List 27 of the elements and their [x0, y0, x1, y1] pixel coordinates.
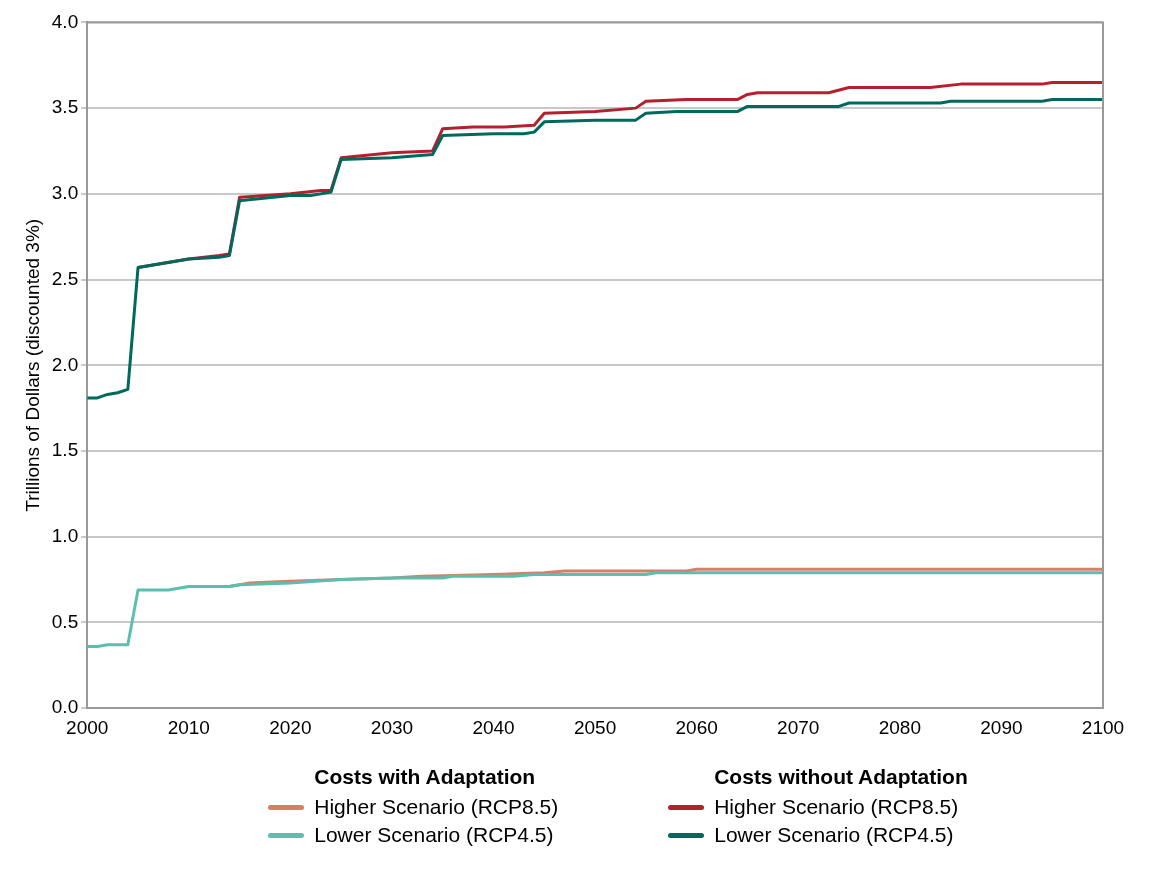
x-tick-label: 2100 [1081, 716, 1125, 738]
x-tick-label: 2010 [167, 716, 210, 738]
x-tick-label: 2070 [777, 716, 820, 738]
y-tick-label: 2.0 [51, 353, 79, 375]
x-tick-label: 2090 [980, 716, 1023, 738]
y-tick-label: 4.0 [51, 10, 79, 32]
y-axis-title: Trillions of Dollars (discounted 3%) [21, 218, 43, 512]
x-tick-label: 2000 [66, 716, 109, 738]
text: Costs with Adaptation [314, 765, 536, 788]
x-tick-label: 2060 [675, 716, 718, 738]
x-tick-label: 2040 [472, 716, 515, 738]
legend-label: Higher Scenario (RCP8.5) [314, 795, 559, 819]
y-tick-label: 0.0 [51, 696, 79, 718]
legend-label: Lower Scenario (RCP4.5) [714, 823, 954, 847]
y-tick-label: 2.5 [51, 267, 79, 289]
x-tick-label: 2080 [878, 716, 921, 738]
y-tick-label: 3.5 [51, 96, 79, 118]
x-tick-label: 2050 [573, 716, 617, 738]
y-tick-label: 1.0 [51, 524, 79, 546]
x-tick-label: 2020 [269, 716, 312, 738]
y-tick-label: 1.5 [51, 439, 79, 461]
y-tick-label: 0.5 [51, 610, 79, 632]
x-tick-label: 2030 [370, 716, 414, 738]
legend-label: Lower Scenario (RCP4.5) [314, 823, 554, 847]
text: Costs without Adaptation [714, 765, 968, 788]
y-tick-label: 3.0 [51, 182, 79, 204]
legend-label: Higher Scenario (RCP8.5) [714, 795, 959, 819]
